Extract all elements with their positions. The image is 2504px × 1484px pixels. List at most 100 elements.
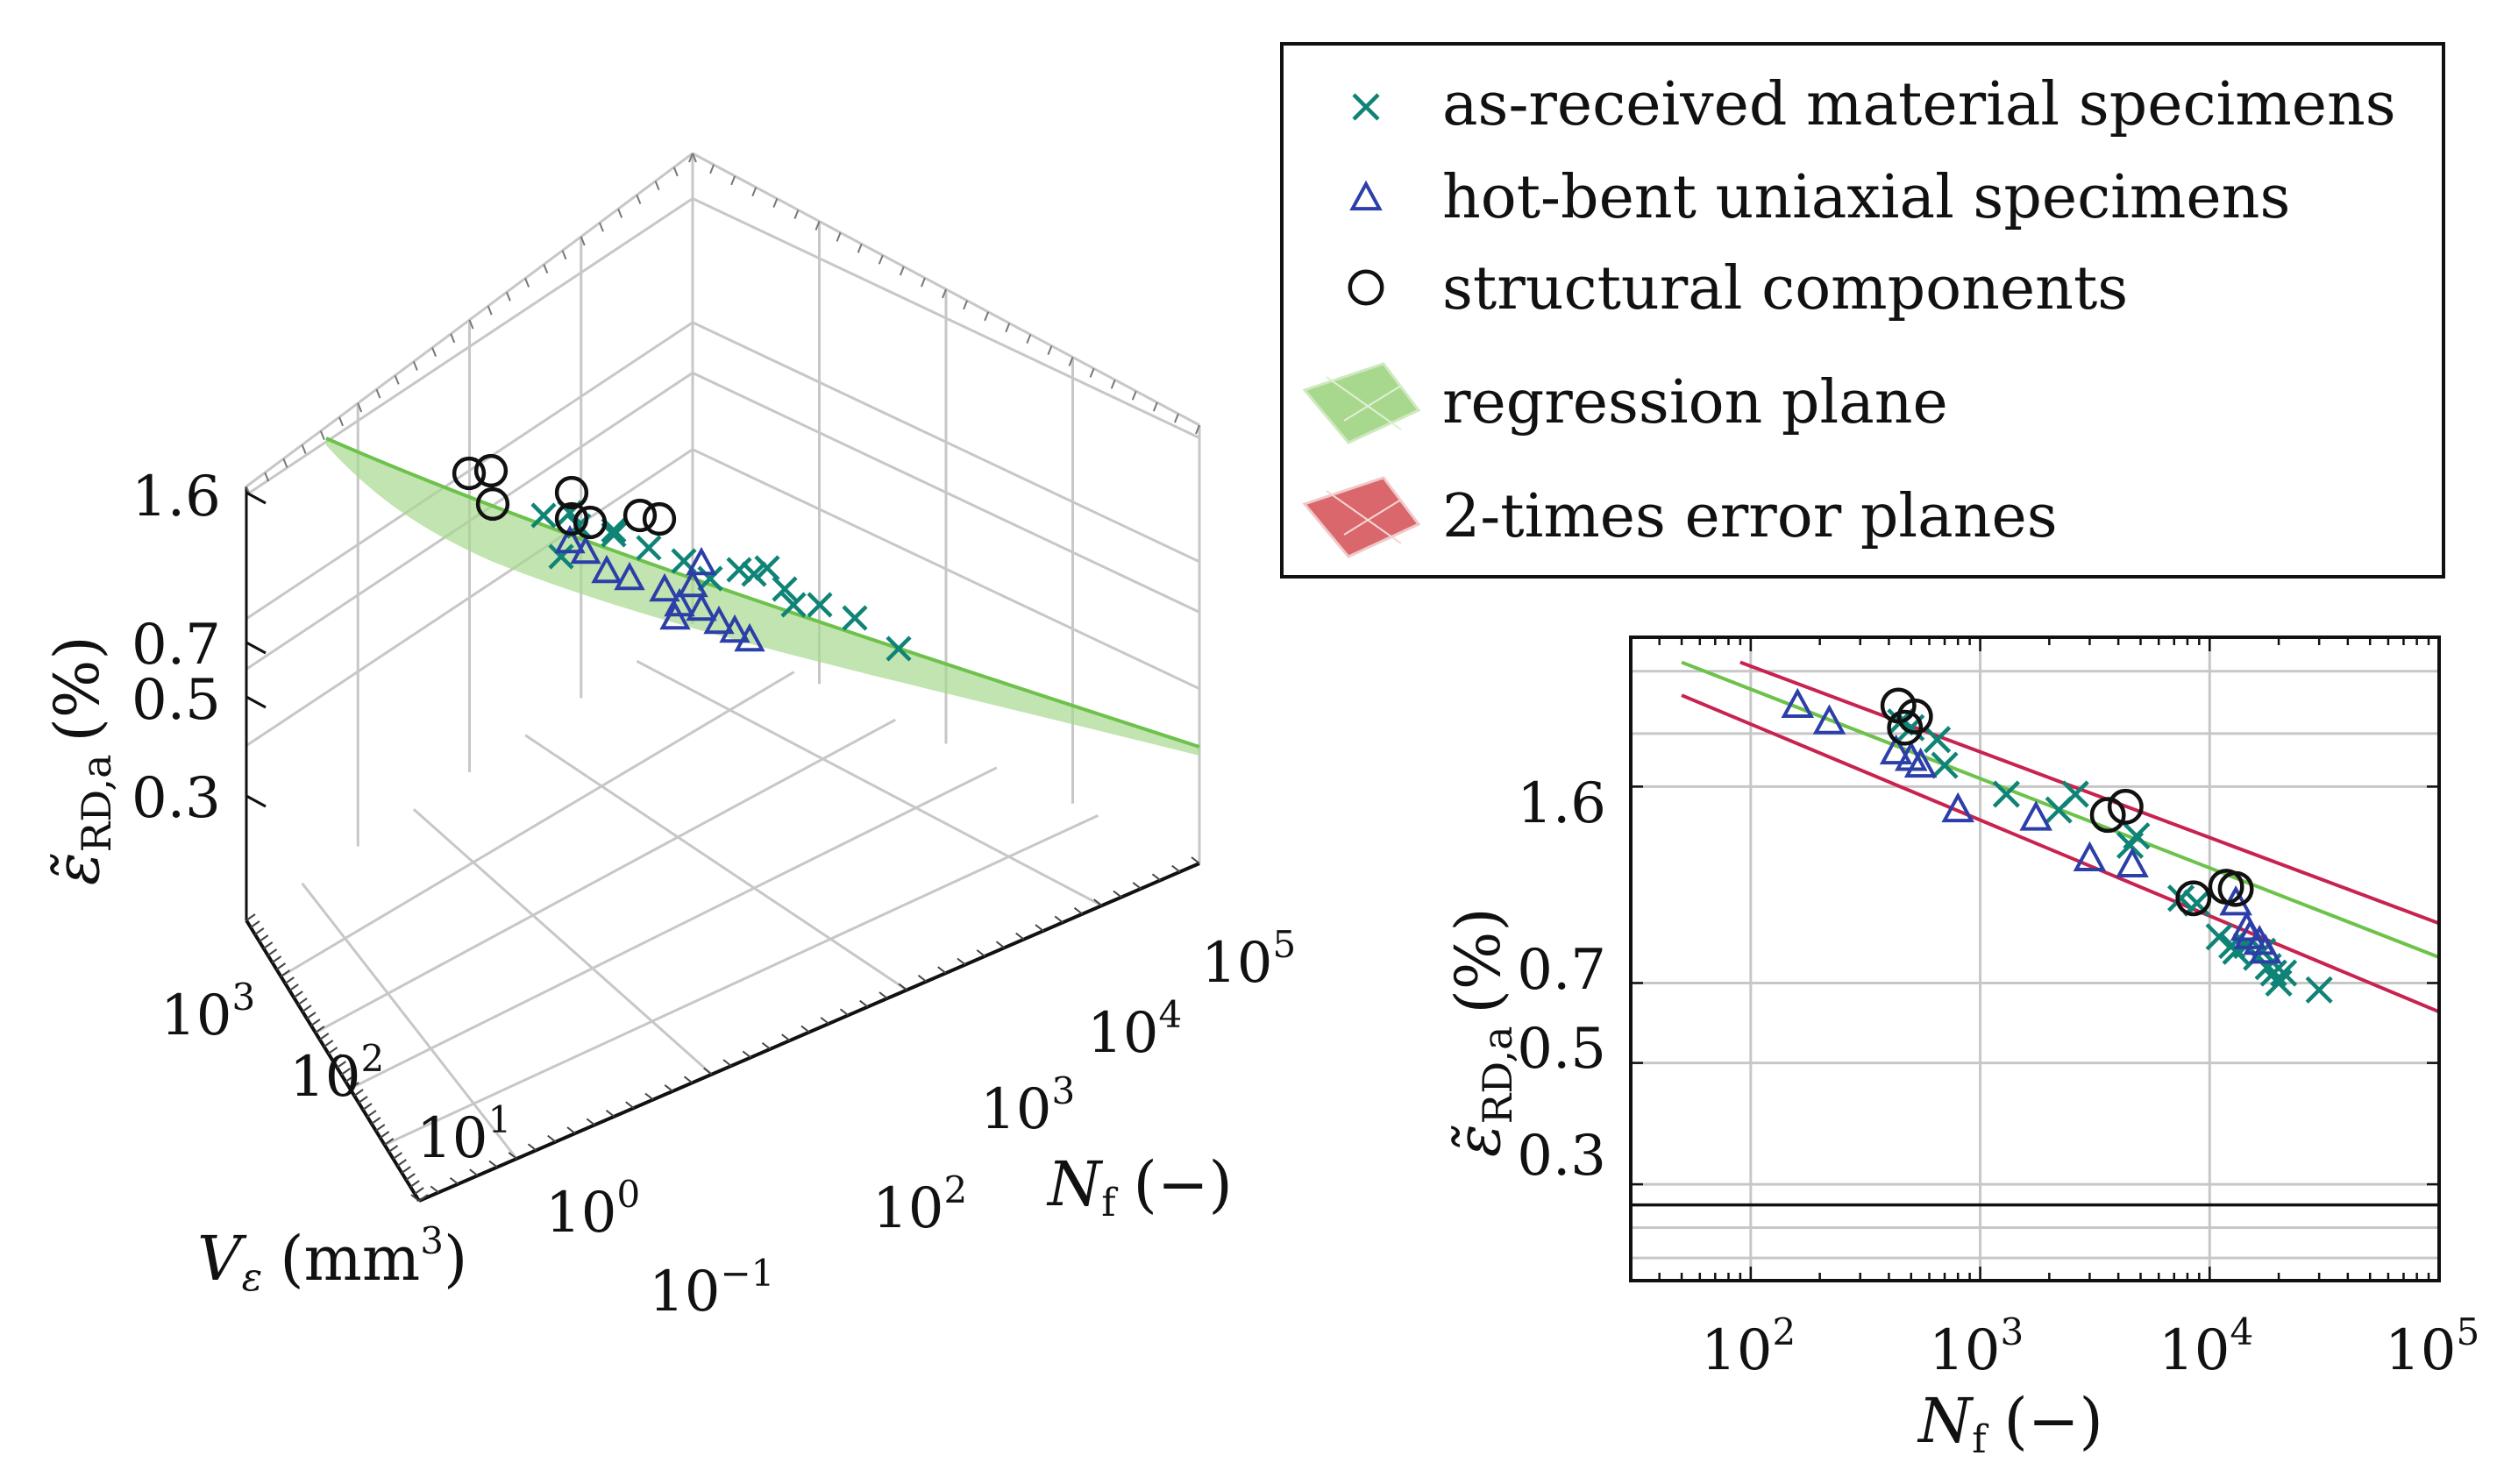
chart-3d-wall-gridline [692, 448, 1200, 691]
chart-3d-top-minor-tick [920, 277, 926, 288]
chart-3d-as-received-marker [780, 592, 807, 618]
chart-3d-v-minor-tick [293, 991, 303, 998]
legend-label: regression plane [1442, 368, 1948, 437]
chart-3d-top-minor-tick [543, 264, 549, 274]
chart-2d-structural-marker [1896, 698, 1933, 735]
chart-2d-hot-bent-marker [1879, 734, 1913, 765]
chart-3d-v-tick: 101 [416, 1098, 511, 1171]
chart-3d-v-minor-tick [353, 1089, 364, 1097]
chart-3d-structural-marker [473, 453, 509, 488]
chart-3d-top-minor-tick [1173, 413, 1179, 423]
chart-2d: 1.6 0.7 0.5 0.3 ε̃RD,a(%) 102 103 104 10… [1442, 635, 2479, 1462]
chart-3d-v-minor-tick [250, 920, 260, 928]
legend-label: hot-bent uniaxial specimens [1442, 163, 2290, 232]
chart-3d-regression-surface [326, 438, 1199, 756]
legend-label: as-received material specimens [1442, 70, 2396, 139]
chart-3d-as-received-marker [886, 635, 912, 662]
chart-3d-top-minor-tick [709, 164, 715, 174]
chart-3d-top-minor-tick [636, 195, 642, 204]
chart-3d-as-received-marker [726, 557, 752, 583]
chart-3d-as-received-marker [741, 561, 767, 587]
chart-3d-top-minor-tick [688, 153, 694, 163]
chart-3d-n-minor-tick [469, 1168, 479, 1176]
chart-3d-z-tick: 0.3 [132, 766, 221, 831]
legend-label: 2-times error planes [1442, 482, 2058, 551]
chart-3d-z-tick-mark [245, 491, 267, 505]
chart-3d-z-tick-mark [245, 794, 267, 808]
chart-3d-top-minor-tick [1110, 379, 1116, 389]
chart-2d-as-received-marker [1931, 751, 1959, 779]
chart-3d-top-minor-tick [836, 232, 842, 242]
chart-3d-top-minor-tick [1131, 390, 1137, 401]
chart-3d-v-tick: 102 [289, 1037, 384, 1110]
legend-label: structural components [1442, 254, 2128, 323]
chart-3d-floor-gridline [301, 882, 518, 1160]
legend-green-plane-face [1302, 362, 1421, 444]
chart-3d-hot-bent-marker [677, 568, 708, 598]
chart-3d-v-minor-tick [371, 1117, 381, 1125]
chart-3d-n-minor-tick [1073, 906, 1084, 915]
chart-3d-v-minor-tick [288, 983, 299, 991]
legend-red-plane-grid [1326, 490, 1402, 544]
chart-3d-top-minor-tick [793, 209, 800, 219]
chart-3d-v-minor-tick [284, 976, 295, 984]
chart-3d-v-minor-tick [401, 1166, 411, 1174]
chart-3d-n-minor-tick [1093, 898, 1103, 906]
chart-3d-n-minor-tick [508, 1152, 517, 1160]
chart-3d-v-minor-tick [306, 1012, 317, 1019]
chart-3d-z-axis-title: ε̃RD,a(%) [41, 635, 120, 885]
chart-3d-top-minor-tick [1195, 424, 1200, 435]
chart-3d-v-minor-tick [392, 1152, 403, 1160]
legend: as-received material specimens hot-bent … [1280, 42, 2445, 579]
chart-3d-n-minor-tick [761, 1041, 772, 1050]
chart-3d-top-minor-tick [1068, 357, 1074, 366]
chart-2d-x-tick: 103 [1929, 1310, 2024, 1383]
chart-2d-structural-marker [2175, 880, 2212, 917]
chart-3d-v-minor-tick [331, 1054, 343, 1062]
legend-red-plane-icon [1302, 476, 1421, 558]
chart-3d-n-minor-tick [703, 1067, 713, 1076]
chart-3d-n-minor-tick [839, 1008, 850, 1017]
chart-3d-v-minor-tick [310, 1019, 321, 1026]
chart-3d-top-minor-tick [730, 175, 736, 186]
legend-red-plane-face [1302, 476, 1421, 558]
chart-3d-n-minor-tick [644, 1092, 654, 1101]
chart-3d-top-minor-tick [1089, 368, 1095, 378]
chart-3d-top-minor-tick [672, 167, 679, 177]
chart-3d-n-minor-tick [1191, 856, 1200, 864]
chart-3d-top-minor-tick [580, 236, 586, 246]
chart-3d-top-minor-tick [375, 388, 381, 399]
chart-3d-n-minor-tick [1054, 915, 1063, 924]
chart-3d-wall-gridline [245, 197, 694, 496]
chart-2d-y-axis-title: ε̃RD,a(%) [1442, 907, 1521, 1157]
chart-3d-floor-gridline [412, 808, 713, 1076]
chart-3d-floor-gridline [280, 671, 795, 978]
chart-3d-top-minor-tick [772, 198, 779, 209]
chart-3d-n-minor-tick [410, 1194, 420, 1202]
chart-3d-v-minor-tick [324, 1040, 334, 1047]
chart-3d-hot-bent-marker [591, 554, 622, 584]
chart-2d-hot-bent-marker [2249, 933, 2282, 964]
chart-2d-as-received-marker [2123, 822, 2151, 850]
chart-3d-n-minor-tick [1132, 882, 1142, 890]
chart-3d-v-minor-tick [366, 1110, 377, 1118]
legend-green-plane-icon [1302, 362, 1421, 444]
chart-3d-z-tick: 0.5 [132, 668, 221, 733]
chart-3d-structural-marker [554, 501, 589, 536]
chart-3d-v-minor-tick [263, 941, 274, 949]
chart-3d-top-minor-tick [815, 221, 821, 231]
chart-2d-frame [1629, 635, 2441, 1282]
chart-2d-x-tick: 104 [2159, 1310, 2253, 1383]
chart-3d-n-minor-tick [605, 1109, 615, 1118]
chart-3d-top-minor-tick [264, 472, 270, 482]
chart-3d-floor-gridline [315, 718, 896, 1034]
chart-2d-x-tick: 102 [1701, 1310, 1796, 1383]
chart-2d-structural-marker [2107, 788, 2144, 825]
chart-3d-n-minor-tick [937, 966, 947, 974]
chart-3d-top-minor-tick [524, 278, 530, 288]
chart-3d-top-minor-tick [338, 416, 344, 427]
chart-3d-n-axis-title: Nf (−) [1046, 1148, 1233, 1225]
chart-3d-top-minor-tick [984, 311, 990, 322]
legend-triangle-marker [1349, 180, 1383, 211]
chart-3d-floor-gridline [524, 734, 908, 991]
